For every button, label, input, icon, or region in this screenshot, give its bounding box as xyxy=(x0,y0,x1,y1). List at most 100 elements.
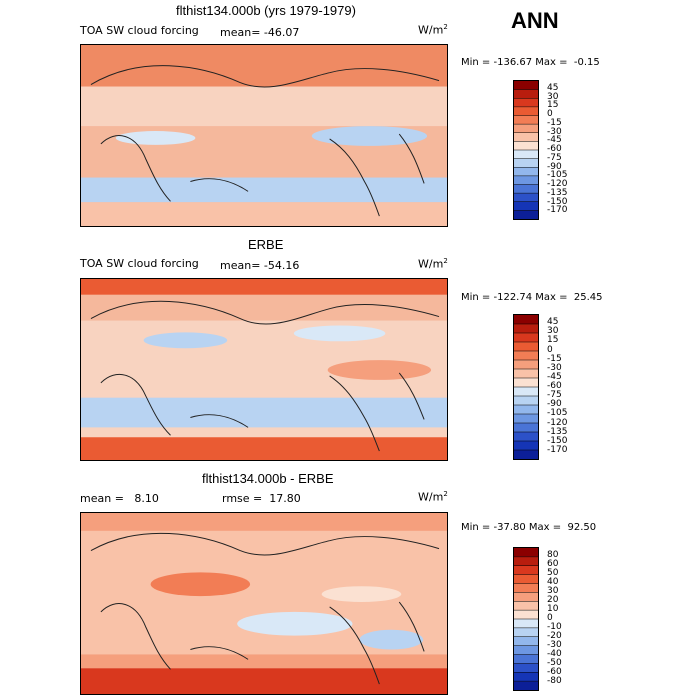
colorbar-swatch xyxy=(514,193,538,202)
colorbar-swatch xyxy=(514,548,538,557)
colorbar-swatch xyxy=(514,201,538,211)
panel-1-map-svg xyxy=(81,45,447,226)
colorbar-tick-label: 30 xyxy=(547,326,559,337)
colorbar-tick-label: 30 xyxy=(547,586,559,596)
colorbar-swatch xyxy=(514,333,538,342)
panel-3-minmax-label: Min = -37.80 Max = 92.50 xyxy=(461,522,597,533)
panel-3-rmse-label: rmse = 17.80 xyxy=(222,492,301,505)
panel-1-mean-label: mean= -46.07 xyxy=(220,26,300,39)
colorbar-tick-label: -75 xyxy=(547,390,562,401)
colorbar-tick-label: -105 xyxy=(547,170,568,181)
colorbar-tick-label: -15 xyxy=(547,353,562,364)
colorbar-tick-label: -150 xyxy=(547,196,568,207)
colorbar-tick-label: -170 xyxy=(547,444,568,455)
colorbar-swatch xyxy=(514,441,538,450)
colorbar-swatch xyxy=(514,106,538,116)
colorbar-swatch xyxy=(514,115,538,125)
panel-3-mean-label: mean = 8.10 xyxy=(80,492,159,505)
colorbar-swatch xyxy=(514,405,538,414)
colorbar-swatch xyxy=(514,414,538,423)
colorbar-tick-label: -60 xyxy=(547,667,562,677)
colorbar-tick-label: 50 xyxy=(547,568,559,578)
panel-1-minmax-label: Min = -136.67 Max = -0.15 xyxy=(461,57,600,68)
panel-3-units-label: W/m2 xyxy=(418,490,448,504)
season-label: ANN xyxy=(511,8,559,33)
colorbar-swatch xyxy=(514,378,538,387)
colorbar-swatch xyxy=(514,423,538,432)
colorbar-tick-label: -135 xyxy=(547,426,568,437)
colorbar-tick-label: 45 xyxy=(547,82,559,93)
colorbar-tick-label: -90 xyxy=(547,399,562,410)
panel-3-colorbar-labels: 80 60 50 40 30 20 10 0 -10 -20 -30 -40 -50 -60 -80 xyxy=(547,547,587,691)
colorbar-swatch xyxy=(514,672,538,682)
colorbar-swatch xyxy=(514,98,538,107)
colorbar-swatch xyxy=(514,89,538,99)
colorbar-swatch xyxy=(514,150,538,159)
panel-2-colorbar xyxy=(513,314,539,460)
colorbar-swatch xyxy=(514,663,538,673)
colorbar-tick-label: -135 xyxy=(547,187,568,198)
panel-3-colorbar-svg xyxy=(514,548,538,690)
colorbar-tick-label: -30 xyxy=(547,640,562,650)
colorbar-swatch xyxy=(514,396,538,405)
colorbar-tick-label: -30 xyxy=(547,126,562,137)
colorbar-tick-label: 10 xyxy=(547,604,559,614)
colorbar-swatch xyxy=(514,556,538,566)
colorbar-swatch xyxy=(514,450,538,459)
colorbar-swatch xyxy=(514,158,538,168)
colorbar-tick-label: -50 xyxy=(547,658,562,668)
colorbar-swatch xyxy=(514,315,538,324)
panel-1-title: flthist134.000b (yrs 1979-1979) xyxy=(176,3,356,18)
colorbar-tick-label: 15 xyxy=(547,100,559,111)
colorbar-tick-label: -10 xyxy=(547,622,562,632)
colorbar-swatch xyxy=(514,601,538,611)
panel-3-title: flthist134.000b - ERBE xyxy=(202,471,334,486)
colorbar-swatch xyxy=(514,592,538,602)
colorbar-swatch xyxy=(514,387,538,396)
colorbar-swatch xyxy=(514,184,538,194)
colorbar-tick-label: -150 xyxy=(547,435,568,446)
colorbar-swatch xyxy=(514,627,538,637)
colorbar-swatch xyxy=(514,574,538,584)
colorbar-tick-label: -80 xyxy=(547,676,562,686)
colorbar-swatch xyxy=(514,369,538,378)
colorbar-swatch xyxy=(514,132,538,142)
colorbar-tick-label: -120 xyxy=(547,179,568,189)
panel-3-colorbar xyxy=(513,547,539,691)
panel-2-variable-label: TOA SW cloud forcing xyxy=(80,257,199,270)
colorbar-tick-label: 40 xyxy=(547,577,559,587)
panel-2-colorbar-labels: 45 30 15 0 -15 -30 -45 -60 -75 -90 -105 -120 -135 -15… xyxy=(547,314,587,460)
colorbar-tick-label: 45 xyxy=(547,317,559,328)
colorbar-swatch xyxy=(514,681,538,690)
colorbar-tick-label: 30 xyxy=(547,91,559,102)
panel-2-mean-label: mean= -54.16 xyxy=(220,259,300,272)
colorbar-tick-label: -120 xyxy=(547,417,568,428)
panel-3-map-svg xyxy=(81,513,447,694)
colorbar-tick-label: 20 xyxy=(547,595,559,605)
colorbar-tick-label: -20 xyxy=(547,631,562,641)
colorbar-tick-label: 80 xyxy=(547,550,559,560)
panel-2-map-svg xyxy=(81,279,447,460)
panel-2-units-label: W/m2 xyxy=(418,257,448,271)
panel-2-minmax-label: Min = -122.74 Max = 25.45 xyxy=(461,292,603,303)
colorbar-swatch xyxy=(514,167,538,176)
colorbar-swatch xyxy=(514,351,538,360)
colorbar-tick-label: -40 xyxy=(547,649,562,659)
colorbar-swatch xyxy=(514,583,538,593)
panel-1-map xyxy=(80,44,448,227)
colorbar-swatch xyxy=(514,610,538,619)
colorbar-swatch xyxy=(514,324,538,333)
colorbar-tick-label: 15 xyxy=(547,335,559,346)
panel-1-colorbar-labels: 45 30 15 0 -15 -30 -45 -60 -75 -90 -105 -120 -135 -15… xyxy=(547,80,587,220)
colorbar-tick-label: 0 xyxy=(547,109,553,119)
panel-2-title: ERBE xyxy=(248,237,284,252)
colorbar-tick-label: -45 xyxy=(547,135,562,146)
colorbar-swatch xyxy=(514,210,538,219)
panel-2-map xyxy=(80,278,448,461)
colorbar-swatch xyxy=(514,636,538,646)
colorbar-swatch xyxy=(514,432,538,441)
colorbar-swatch xyxy=(514,565,538,575)
colorbar-swatch xyxy=(514,654,538,664)
colorbar-tick-label: 0 xyxy=(547,613,553,623)
